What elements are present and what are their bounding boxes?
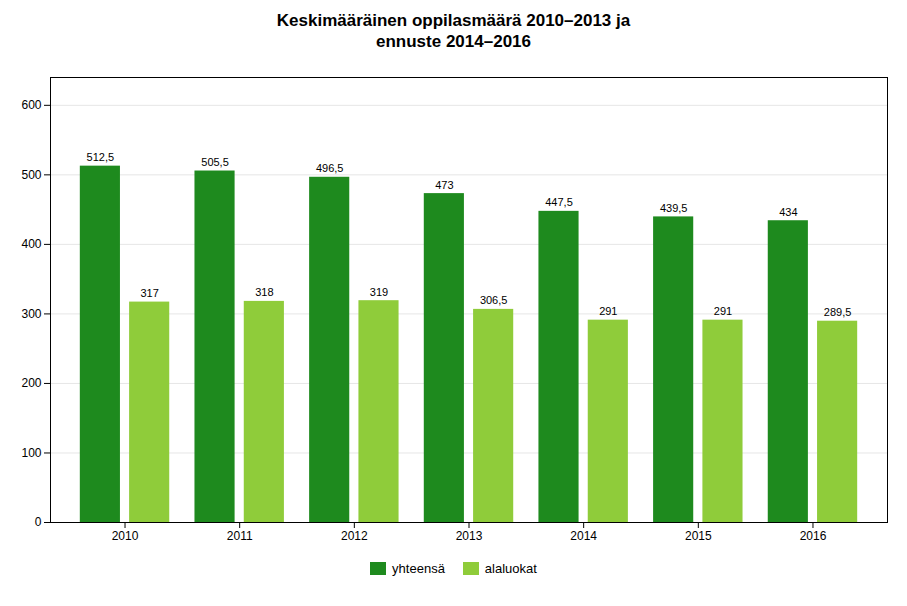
svg-text:600: 600 (21, 98, 41, 112)
svg-text:505,5: 505,5 (201, 156, 229, 168)
svg-text:291: 291 (714, 305, 732, 317)
html-text:Keskimääräinen oppilasmäärä 20: Keskimääräinen oppilasmäärä 2010–2013 ja… (276, 11, 631, 52)
svg-text:0: 0 (35, 515, 42, 529)
svg-text:317: 317 (140, 287, 158, 299)
svg-text:2014: 2014 (570, 529, 597, 543)
svg-text:300: 300 (21, 306, 41, 320)
svg-text:434: 434 (779, 205, 797, 217)
svg-text:473: 473 (435, 178, 453, 190)
svg-text:2011: 2011 (227, 529, 253, 543)
html-text:alaluokat: alaluokat (484, 560, 537, 576)
svg-text:100: 100 (21, 445, 41, 459)
svg-text:200: 200 (21, 376, 41, 390)
svg-text:500: 500 (21, 167, 41, 181)
svg-text:496,5: 496,5 (316, 162, 344, 174)
svg-text:2012: 2012 (341, 529, 368, 543)
svg-text:306,5: 306,5 (480, 294, 508, 306)
html-text:yhteensä: yhteensä (392, 560, 445, 576)
svg-text:319: 319 (370, 285, 388, 297)
svg-text:2010: 2010 (112, 529, 139, 543)
svg-text:2016: 2016 (800, 529, 827, 543)
svg-text:512,5: 512,5 (87, 151, 115, 163)
svg-text:2015: 2015 (685, 529, 712, 543)
svg-text:439,5: 439,5 (660, 201, 688, 213)
svg-text:291: 291 (599, 305, 617, 317)
svg-text:289,5: 289,5 (824, 306, 852, 318)
svg-text:318: 318 (255, 286, 273, 298)
svg-text:400: 400 (21, 237, 41, 251)
svg-text:447,5: 447,5 (545, 196, 573, 208)
svg-text:2013: 2013 (456, 529, 483, 543)
